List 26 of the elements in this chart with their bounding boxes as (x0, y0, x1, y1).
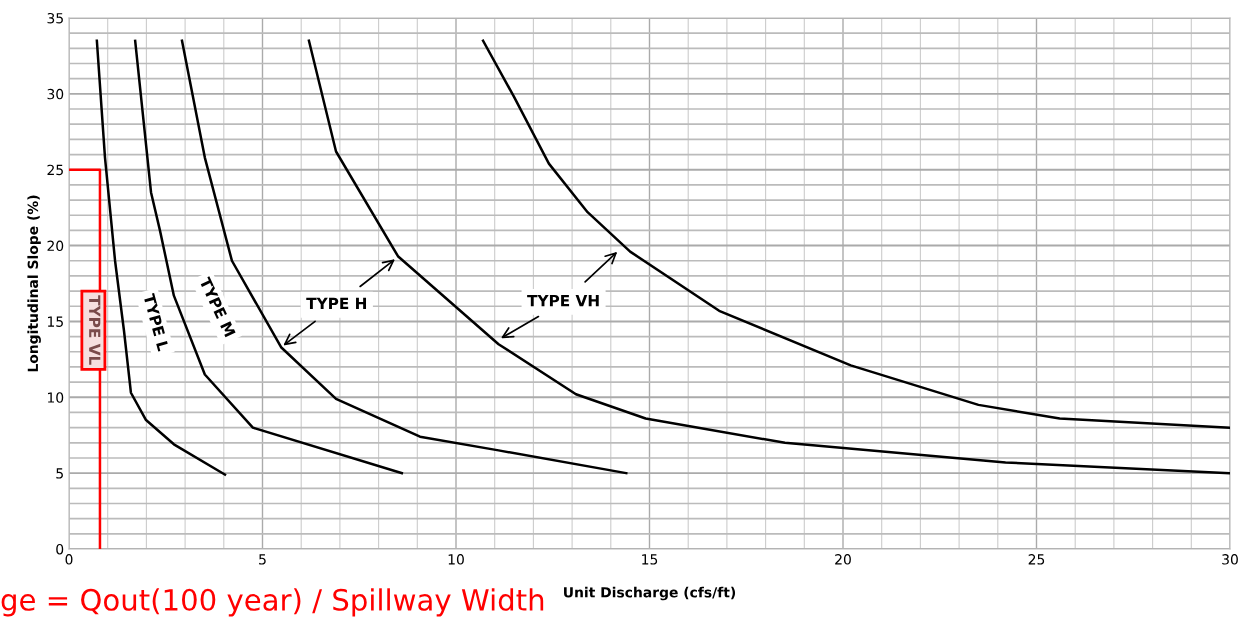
annotation: TYPE H (306, 297, 367, 309)
y-tick-label: 10 (47, 392, 64, 403)
x-axis-title: Unit Discharge (cfs/ft) (564, 586, 736, 601)
x-tick-label: 15 (642, 554, 658, 565)
line-series (481, 39, 1230, 429)
x-tick-label: 25 (1028, 554, 1045, 565)
y-tick-label: 25 (47, 164, 63, 176)
y-tick-label: 0 (56, 543, 64, 555)
y-tick-label: 30 (47, 88, 64, 100)
y-axis-title: Longitudinal Slope (%) (27, 195, 41, 372)
annotation: TYPE VL (89, 295, 101, 365)
y-tick-label: 15 (47, 316, 63, 327)
y-tick-label: 5 (56, 468, 63, 479)
line-series (133, 39, 404, 475)
line-series (180, 39, 628, 475)
annotation: TYPE VH (527, 295, 599, 307)
line-series (307, 39, 1230, 475)
y-tick-label: 35 (47, 12, 63, 24)
annotation: TYPE L (143, 292, 170, 352)
x-tick-label: 10 (448, 554, 464, 565)
y-tick-label: 20 (47, 240, 64, 252)
x-tick-label: 0 (65, 554, 73, 565)
x-tick-label: 20 (835, 554, 851, 565)
x-tick-label: 5 (259, 554, 266, 565)
x-tick-label: 30 (1222, 554, 1238, 565)
text: ge = Qout(100 year) / Spillway Width (1, 588, 544, 617)
